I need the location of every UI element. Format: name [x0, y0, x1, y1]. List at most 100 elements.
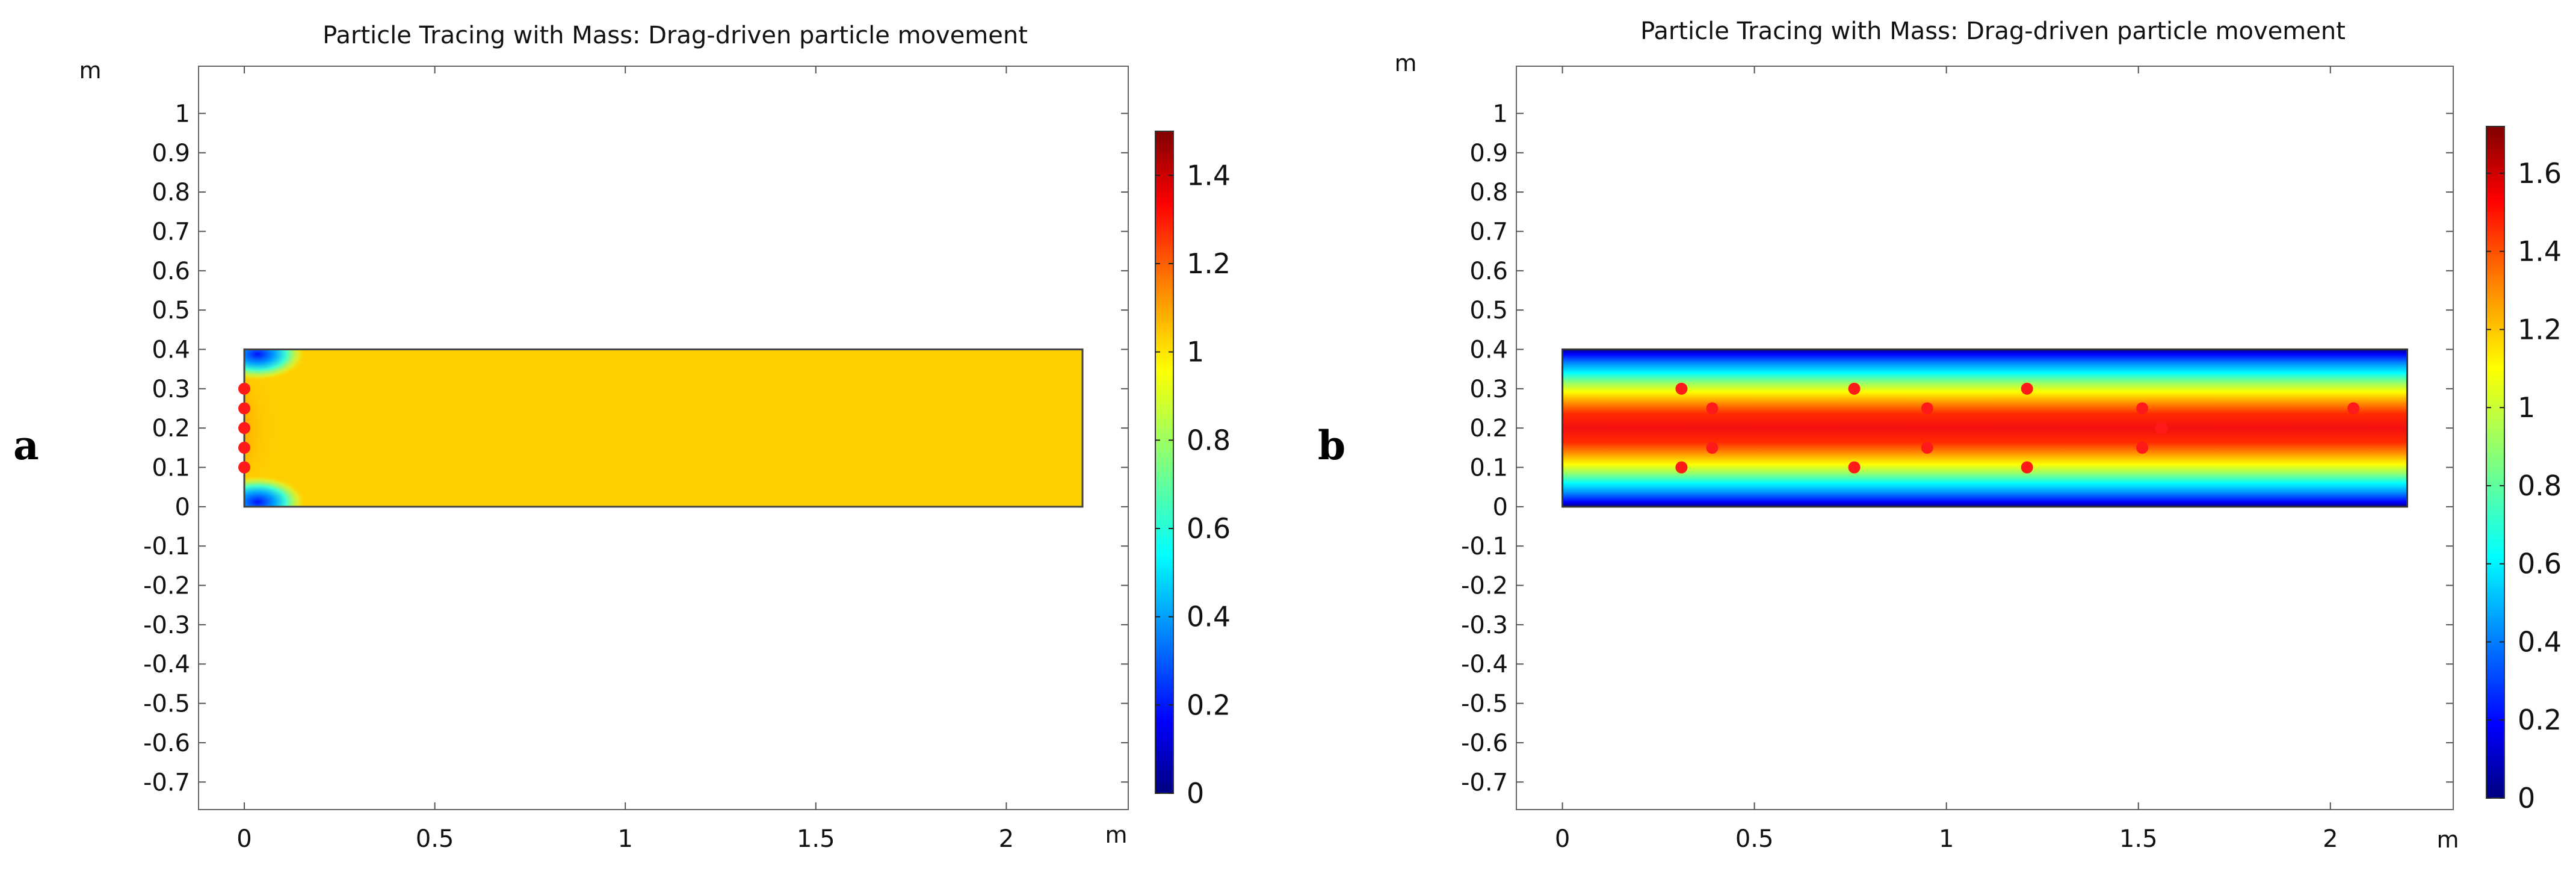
particle-point — [2021, 382, 2033, 395]
x-tick-label: 0.5 — [416, 825, 454, 853]
chart-panel-a: Particle Tracing with Mass: Drag-driven … — [79, 22, 1231, 853]
y-tick-label: 0.3 — [152, 376, 190, 403]
particles-b — [1675, 382, 2360, 474]
colorbar-gradient — [2486, 126, 2505, 799]
domain-outline — [1561, 348, 2408, 508]
colorbar-tick-label: 0.8 — [2518, 469, 2562, 502]
colorbar-tick-label: 0.2 — [2518, 704, 2562, 736]
y-tick-label: 0.2 — [152, 415, 190, 442]
colorbar-tick-label: 0 — [1187, 777, 1204, 810]
colorbar-tick-label: 1.2 — [2518, 313, 2562, 345]
y-tick-label: -0.6 — [143, 730, 190, 757]
y-tick-label: -0.3 — [143, 612, 190, 639]
y-tick-label: 0.9 — [1469, 140, 1508, 167]
y-axis-unit-label: m — [1394, 50, 1416, 76]
x-tick-label: 1.5 — [797, 825, 835, 853]
y-tick-label: 0.2 — [1469, 415, 1508, 442]
velocity-field-b — [1561, 348, 2408, 508]
y-tick-label: 1 — [1493, 100, 1508, 128]
y-tick-label: -0.7 — [1461, 769, 1508, 796]
y-tick-label: 0.5 — [1469, 297, 1508, 324]
particle-point — [2347, 402, 2360, 415]
y-tick-label: -0.3 — [1461, 612, 1508, 639]
plot-frame — [1516, 66, 2454, 810]
colorbar-tick-label: 0.4 — [2518, 625, 2562, 658]
plot-frame — [198, 66, 1129, 810]
colorbar-tick-label: 0.6 — [1187, 512, 1231, 545]
y-tick-label: 0.4 — [152, 336, 190, 364]
colorbar-tick-label: 1.4 — [1187, 159, 1231, 191]
low-velocity-corner — [244, 349, 306, 381]
colorbar-tick-label: 0.8 — [1187, 424, 1231, 456]
particle-point — [1848, 382, 1861, 395]
colorbar-tick-label: 1.6 — [2518, 157, 2562, 190]
y-tick-label: 0.9 — [152, 140, 190, 167]
colorbar-b: 1.6 1.4 1.2 1 0.8 0.6 0.4 0.2 0 — [2486, 126, 2562, 814]
y-tick-label: 0.3 — [1469, 376, 1508, 403]
velocity-field-a — [243, 348, 1084, 508]
particle-point — [1706, 441, 1719, 454]
low-velocity-corner — [244, 475, 306, 507]
particle-point — [2021, 461, 2033, 474]
y-tick-label: 0.8 — [152, 179, 190, 206]
particle-point — [1921, 402, 1933, 415]
jet-core — [244, 349, 386, 507]
x-tick-label: 1 — [617, 825, 632, 853]
particles-a — [238, 382, 250, 474]
y-tick-label: 0.4 — [1469, 336, 1508, 364]
particle-point — [2136, 441, 2149, 454]
particle-point — [238, 461, 250, 474]
x-tick-label: 0 — [236, 825, 252, 853]
axes-b: 1 0.9 0.8 0.7 0.6 0.5 0.4 0.3 0.2 0.1 0 -0.1 -0.2 -0.… — [1394, 50, 2459, 853]
colorbar-tick-label: 1.2 — [1187, 247, 1231, 280]
y-tick-label: 0.5 — [152, 297, 190, 324]
particle-point — [2136, 402, 2149, 415]
field-background — [1562, 349, 2408, 507]
y-tick-label: -0.7 — [143, 769, 190, 796]
y-tick-label: -0.5 — [143, 690, 190, 718]
y-tick-label: -0.5 — [1461, 690, 1508, 718]
particle-point — [2155, 422, 2168, 435]
panel-label-b: b — [1318, 422, 1345, 469]
particle-point — [238, 422, 250, 435]
y-tick-label: -0.6 — [1461, 730, 1508, 757]
y-tick-label: 0.1 — [152, 454, 190, 482]
particle-point — [1921, 441, 1933, 454]
y-tick-label: 0 — [175, 494, 190, 521]
y-tick-label: 0.6 — [152, 258, 190, 285]
particle-point — [238, 402, 250, 415]
y-axis-unit-label: m — [79, 57, 101, 84]
particle-point — [1675, 461, 1688, 474]
x-tick-label: 1.5 — [2119, 825, 2158, 853]
colorbar-tick-label: 1 — [2518, 391, 2535, 424]
y-tick-label: -0.1 — [1461, 533, 1508, 560]
x-tick-label: 0.5 — [1735, 825, 1774, 853]
y-tick-label: 0.7 — [152, 218, 190, 246]
y-tick-label: 0.6 — [1469, 258, 1508, 285]
y-tick-label: 0.8 — [1469, 179, 1508, 206]
chart-panel-b: Particle Tracing with Mass: Drag-driven … — [1394, 17, 2562, 853]
field-features — [244, 349, 386, 507]
y-tick-label: -0.4 — [143, 651, 190, 678]
colorbar-tick-label: 1.4 — [2518, 235, 2562, 268]
y-tick-label: -0.2 — [143, 572, 190, 600]
colorbar-tick-label: 1 — [1187, 336, 1204, 368]
x-tick-label: 2 — [999, 825, 1014, 853]
x-tick-label: 2 — [2323, 825, 2338, 853]
particle-point — [1706, 402, 1719, 415]
panel-label-a: a — [13, 422, 39, 469]
y-tick-label: 0.7 — [1469, 218, 1508, 246]
particle-point — [1848, 461, 1861, 474]
x-tick-label: 1 — [1939, 825, 1954, 853]
y-tick-label: -0.2 — [1461, 572, 1508, 600]
chart-title-b: Particle Tracing with Mass: Drag-driven … — [1640, 17, 2346, 45]
colorbar-tick-label: 0.2 — [1187, 689, 1231, 721]
y-tick-label: 0 — [1493, 494, 1508, 521]
x-axis-unit-label: m — [2436, 826, 2459, 853]
particle-point — [1675, 382, 1688, 395]
y-tick-label: -0.1 — [143, 533, 190, 560]
colorbar-gradient — [1155, 131, 1174, 794]
y-tick-label: 0.1 — [1469, 454, 1508, 482]
